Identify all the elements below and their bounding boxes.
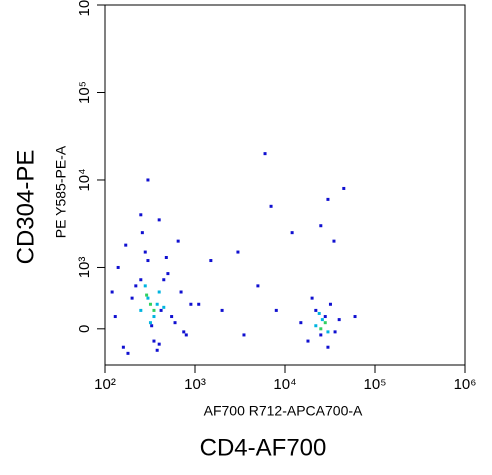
event-dot xyxy=(182,330,186,334)
event-dot xyxy=(152,308,156,312)
event-dot xyxy=(314,324,318,328)
event-dot xyxy=(157,290,161,294)
event-dot xyxy=(139,308,143,312)
event-dot xyxy=(155,348,159,352)
event-dot xyxy=(130,296,134,300)
event-dot xyxy=(256,284,260,288)
event-dot xyxy=(148,321,152,325)
event-dot xyxy=(152,315,156,319)
y-tick-label: 10³ xyxy=(76,257,93,279)
y-axis-label: PE Y585-PE-A xyxy=(53,145,69,238)
event-dot xyxy=(146,296,150,300)
event-dot xyxy=(189,302,193,306)
event-dot xyxy=(209,259,213,263)
event-dot xyxy=(319,224,323,228)
event-dot xyxy=(323,321,327,325)
event-dot xyxy=(170,315,174,319)
event-dot xyxy=(110,290,114,294)
x-tick-label: 10⁶ xyxy=(454,376,477,393)
event-dot xyxy=(146,259,150,263)
event-dot xyxy=(126,351,130,355)
event-dot xyxy=(299,321,303,325)
x-tick-label: 10⁵ xyxy=(364,376,387,393)
event-dot xyxy=(306,339,310,343)
x-tick-label: 10² xyxy=(94,376,116,393)
event-dot xyxy=(140,231,144,235)
event-dot xyxy=(184,333,188,337)
event-dot xyxy=(124,243,128,247)
x-axis-label: AF700 R712-APCA700-A xyxy=(204,403,363,419)
event-dot xyxy=(337,318,341,322)
event-dot xyxy=(143,284,147,288)
event-dot xyxy=(220,308,224,312)
event-dot xyxy=(269,204,273,208)
event-dot xyxy=(176,239,180,243)
event-dot xyxy=(320,318,324,322)
event-dot xyxy=(319,327,323,331)
event-dot xyxy=(173,321,177,325)
event-dot xyxy=(157,218,161,222)
event-dot xyxy=(162,305,166,309)
event-dot xyxy=(290,231,294,235)
event-dot xyxy=(263,152,267,156)
event-dot xyxy=(310,296,314,300)
event-dot xyxy=(319,333,323,337)
event-dot xyxy=(332,239,336,243)
event-dot xyxy=(162,278,166,282)
x-tick-label: 10³ xyxy=(184,376,206,393)
event-dot xyxy=(342,186,346,190)
event-dot xyxy=(150,324,154,328)
event-dot xyxy=(166,272,170,276)
event-dot xyxy=(323,315,327,319)
event-dot xyxy=(314,308,318,312)
event-dot xyxy=(274,308,278,312)
event-dot xyxy=(353,315,357,319)
event-dot xyxy=(139,278,143,282)
event-dot xyxy=(146,178,150,182)
event-dot xyxy=(155,302,159,306)
y-axis-title: CD304-PE xyxy=(12,150,39,265)
event-dot xyxy=(113,315,117,319)
event-dot xyxy=(139,213,143,217)
y-tick-label: 10⁴ xyxy=(76,168,93,191)
event-dot xyxy=(157,342,161,346)
plot-frame xyxy=(104,4,466,366)
y-tick-label: 10⁵ xyxy=(76,81,93,104)
event-dot xyxy=(134,284,138,288)
event-dot xyxy=(152,339,156,343)
event-dot xyxy=(148,302,152,306)
event-dot xyxy=(179,290,183,294)
event-dot xyxy=(326,330,330,334)
event-dot xyxy=(197,302,201,306)
event-dot xyxy=(236,250,240,254)
event-dot xyxy=(326,345,330,349)
y-tick-label: 0 xyxy=(76,325,93,333)
event-dot xyxy=(116,265,120,269)
event-dot xyxy=(242,333,246,337)
x-axis-title: CD4-AF700 xyxy=(200,434,327,461)
event-dot xyxy=(326,197,330,201)
event-dot xyxy=(143,250,147,254)
event-dot xyxy=(121,345,125,349)
event-dot xyxy=(333,330,337,334)
x-tick-label: 10⁴ xyxy=(273,376,296,393)
y-tick-label: 10⁶ xyxy=(76,0,93,16)
event-dot xyxy=(164,255,168,259)
event-dot xyxy=(328,302,332,306)
event-dot xyxy=(317,311,321,315)
event-dot xyxy=(159,308,163,312)
event-dot xyxy=(145,293,149,297)
